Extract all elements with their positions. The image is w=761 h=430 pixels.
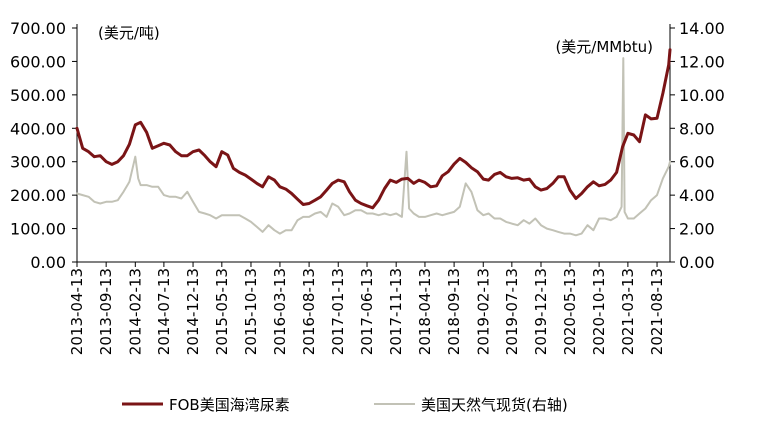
right-y-tick-label: 2.00: [679, 220, 715, 239]
x-tick-label: 2018-09-13: [445, 268, 463, 355]
left-y-tick-label: 600.00: [10, 52, 66, 71]
x-tick-label: 2017-06-13: [358, 268, 376, 355]
right-y-tick-label: 10.00: [679, 86, 725, 105]
x-tick-label: 2015-10-13: [242, 268, 260, 355]
series-layer: [75, 48, 672, 237]
left-y-tick-label: 200.00: [10, 186, 66, 205]
right-y-tick-label: 0.00: [679, 253, 715, 272]
right-y-tick-label: 8.00: [679, 119, 715, 138]
left-y-ticks: 0.00 100.00 200.00 300.00 400.00 500.00 600.00…: [10, 19, 77, 272]
x-tick-label: 2017-11-13: [387, 268, 405, 355]
left-y-tick-label: 400.00: [10, 119, 66, 138]
right-y-ticks: 0.00 2.00 4.00 6.00 8.00 10.00 12.00 14.00: [670, 19, 725, 272]
x-tick-label: 2017-01-13: [329, 268, 347, 355]
x-tick-label: 2018-04-13: [416, 268, 434, 355]
x-tick-label: 2019-12-13: [532, 268, 550, 355]
plot-area: 0.00 100.00 200.00 300.00 400.00 500.00 600.00…: [10, 19, 725, 355]
x-tick-label: 2021-03-13: [619, 268, 637, 355]
x-tick-label: 2016-08-13: [300, 268, 318, 355]
x-tick-label: 2013-09-13: [97, 268, 115, 355]
right-y-tick-label: 14.00: [679, 19, 725, 38]
x-tick-label: 2020-10-13: [590, 268, 608, 355]
x-tick-label: 2013-04-13: [68, 268, 86, 355]
x-tick-label: 2015-05-13: [213, 268, 231, 355]
legend-label-natural-gas: 美国天然气现货(右轴): [421, 396, 568, 414]
left-y-tick-label: 700.00: [10, 19, 66, 38]
x-tick-label: 2014-02-13: [126, 268, 144, 355]
right-y-tick-label: 12.00: [679, 52, 725, 71]
legend: FOB美国海湾尿素 美国天然气现货(右轴): [122, 396, 568, 414]
x-tick-label: 2019-02-13: [474, 268, 492, 355]
x-tick-label: 2019-07-13: [503, 268, 521, 355]
right-y-tick-label: 4.00: [679, 186, 715, 205]
x-tick-label: 2020-05-13: [561, 268, 579, 355]
x-tick-label: 2014-12-13: [184, 268, 202, 355]
series-line-urea: [75, 48, 672, 210]
left-y-tick-label: 100.00: [10, 220, 66, 239]
x-axis-ticks: 2013-04-13 2013-09-13 2014-02-13 2014-07-13…: [68, 262, 666, 355]
left-y-tick-label: 500.00: [10, 86, 66, 105]
x-tick-label: 2016-03-13: [271, 268, 289, 355]
series-line-natural-gas: [76, 57, 671, 237]
left-y-tick-label: 0.00: [30, 253, 66, 272]
x-tick-label: 2014-07-13: [155, 268, 173, 355]
y-left-unit-label: (美元/吨): [98, 24, 160, 42]
right-y-tick-label: 6.00: [679, 153, 715, 172]
left-y-tick-label: 300.00: [10, 153, 66, 172]
y-right-unit-label: (美元/MMbtu): [555, 38, 653, 56]
x-tick-label: 2021-08-13: [648, 268, 666, 355]
legend-label-urea: FOB美国海湾尿素: [169, 396, 290, 414]
